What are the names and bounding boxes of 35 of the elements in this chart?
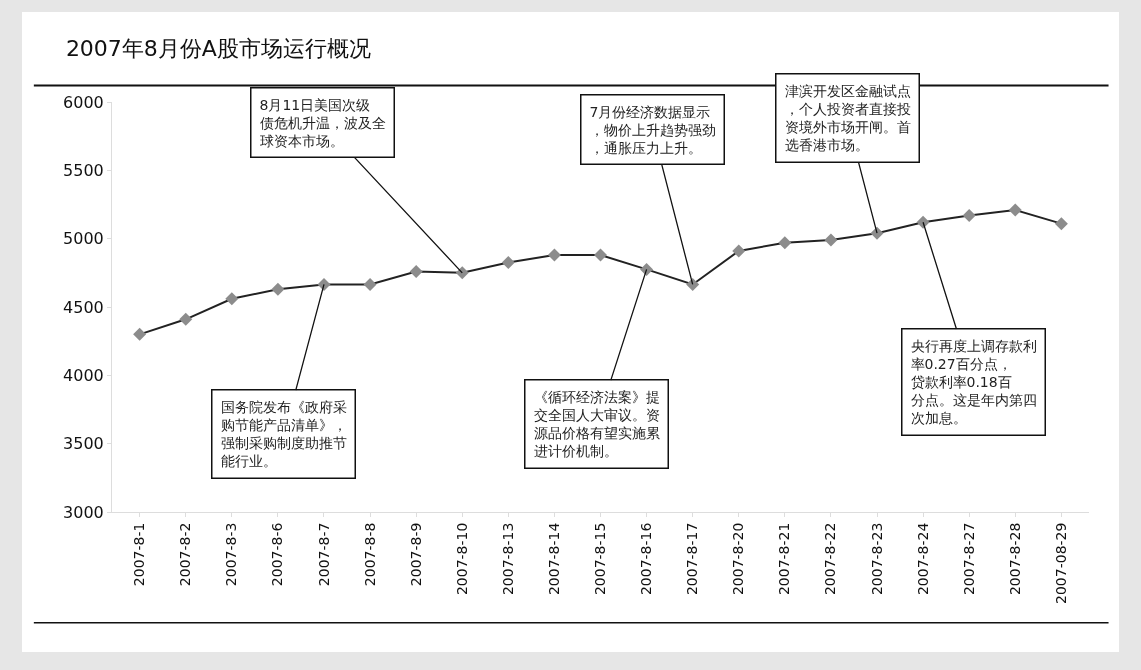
annotation: 国务院发布《政府采购节能产品清单》，强制采购制度助推节能行业。 <box>220 398 347 470</box>
y-tick-label: 4000 <box>63 365 104 385</box>
x-tick-label: 2007-8-27 <box>960 522 977 596</box>
x-tick-label: 2007-8-2 <box>177 522 194 587</box>
x-tick-label: 2007-8-14 <box>545 522 562 596</box>
annotation: 津滨开发区金融试点，个人投资者直接投资境外市场开闸。首选香港市场。 <box>784 82 911 154</box>
y-tick-label: 5500 <box>63 160 104 180</box>
x-tick-label: 2007-8-13 <box>499 522 516 596</box>
annotation: 7月份经济数据显示，物价上升趋势强劲，通胀压力上升。 <box>589 103 716 156</box>
x-tick-label: 2007-8-17 <box>684 522 701 596</box>
x-tick-label: 2007-8-10 <box>453 522 470 596</box>
annotation: 《循环经济法案》提交全国人大审议。资源品价格有望实施累进计价机制。 <box>533 388 660 460</box>
x-tick-label: 2007-8-28 <box>1006 522 1023 596</box>
x-tick-label: 2007-8-15 <box>592 522 609 596</box>
y-tick-label: 3500 <box>63 434 104 454</box>
y-tick-label: 3000 <box>63 502 104 522</box>
x-tick-label: 2007-8-20 <box>730 522 747 596</box>
x-tick-label: 2007-8-9 <box>407 522 424 587</box>
x-tick-label: 2007-8-21 <box>776 522 793 596</box>
y-tick-label: 4500 <box>63 297 104 317</box>
x-tick-label: 2007-8-8 <box>361 522 378 587</box>
y-tick-label: 6000 <box>63 92 104 112</box>
x-tick-label: 2007-8-23 <box>868 522 885 596</box>
x-tick-label: 2007-8-6 <box>269 522 286 587</box>
x-tick-label: 2007-08-29 <box>1052 522 1069 604</box>
x-tick-label: 2007-8-24 <box>914 522 931 596</box>
x-tick-label: 2007-8-22 <box>822 522 839 596</box>
annotation: 8月11日美国次级债危机升温，波及全球资本市场。 <box>259 96 386 149</box>
x-tick-label: 2007-8-16 <box>638 522 655 596</box>
x-tick-label: 2007-8-3 <box>223 522 240 587</box>
x-tick-label: 2007-8-7 <box>315 522 332 587</box>
y-tick-label: 5000 <box>63 229 104 249</box>
annotation: 央行再度上调存款利率0.27百分点，贷款利率0.18百分点。这是年内第四次加息。 <box>910 337 1037 427</box>
chart-title: 2007年8月份A股市场运行概况 <box>65 36 371 62</box>
x-tick-label: 2007-8-1 <box>131 522 148 587</box>
